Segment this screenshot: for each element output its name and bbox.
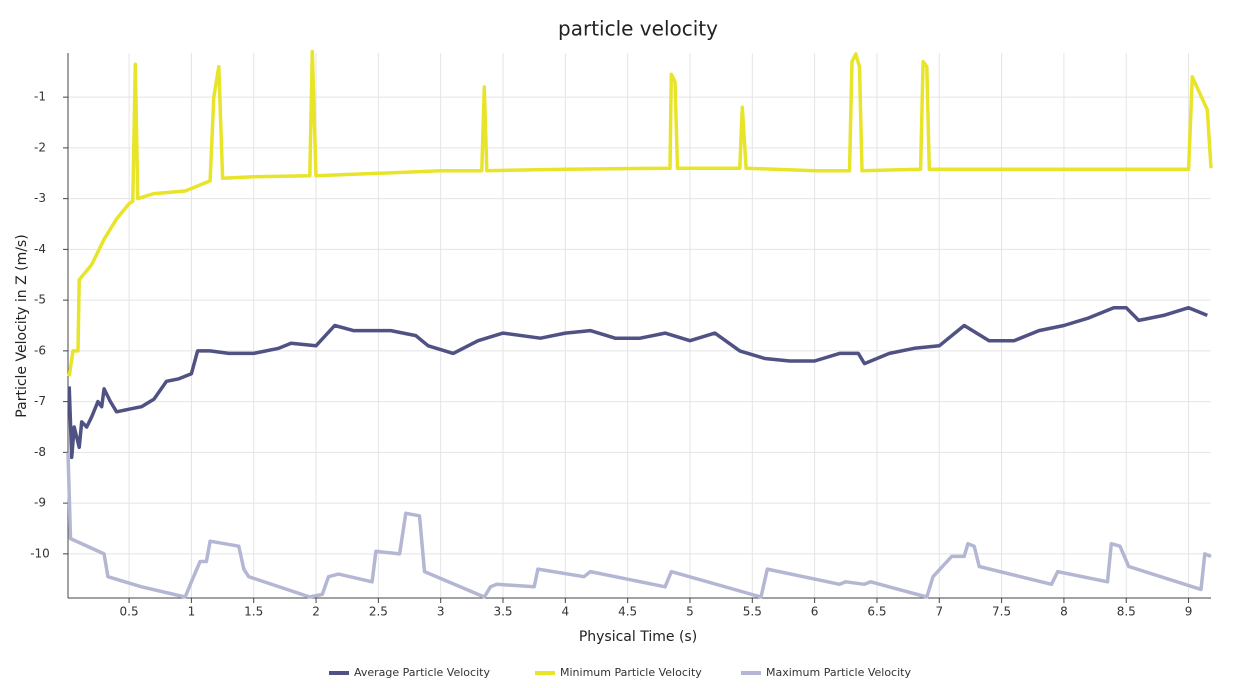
y-tick-label: -4: [34, 242, 46, 256]
y-tick-label: -10: [30, 546, 50, 560]
legend-label: Maximum Particle Velocity: [766, 666, 911, 679]
x-tick-label: 6.5: [867, 605, 886, 619]
x-tick-label: 3: [437, 605, 445, 619]
y-tick-label: -1: [34, 90, 46, 104]
x-tick-label: 8: [1060, 605, 1068, 619]
x-tick-label: 3.5: [493, 605, 512, 619]
series-line: [67, 49, 1213, 377]
y-tick-label: -6: [34, 343, 46, 357]
y-tick-label: -5: [34, 293, 46, 307]
x-tick-label: 7: [935, 605, 943, 619]
x-tick-label: 6: [811, 605, 819, 619]
x-tick-label: 2: [312, 605, 320, 619]
x-tick-label: 1.5: [244, 605, 263, 619]
y-axis-label: Particle Velocity in Z (m/s): [14, 234, 30, 417]
y-tick-label: -3: [34, 191, 46, 205]
x-tick-label: 0.5: [120, 605, 139, 619]
y-tick-label: -7: [34, 394, 46, 408]
series-line: [67, 305, 1208, 460]
x-axis-label: Physical Time (s): [579, 629, 697, 645]
legend: Average Particle Velocity Minimum Particl…: [329, 666, 911, 679]
series-line: [66, 452, 1212, 599]
y-tick-label: -2: [34, 140, 46, 154]
x-tick-label: 5: [686, 605, 694, 619]
x-tick-label: 1: [188, 605, 196, 619]
y-tick-label: -9: [34, 496, 46, 510]
x-tick-label: 8.5: [1117, 605, 1136, 619]
x-tick-label: 5.5: [743, 605, 762, 619]
x-tick-label: 4: [562, 605, 570, 619]
x-tick-label: 2.5: [369, 605, 388, 619]
y-tick-label: -8: [34, 445, 46, 459]
x-tick-label: 9: [1185, 605, 1193, 619]
legend-label: Minimum Particle Velocity: [560, 666, 702, 679]
chart-title: particle velocity: [558, 17, 718, 41]
x-tick-label: 4.5: [618, 605, 637, 619]
x-tick-label: 7.5: [992, 605, 1011, 619]
legend-label: Average Particle Velocity: [354, 666, 490, 679]
